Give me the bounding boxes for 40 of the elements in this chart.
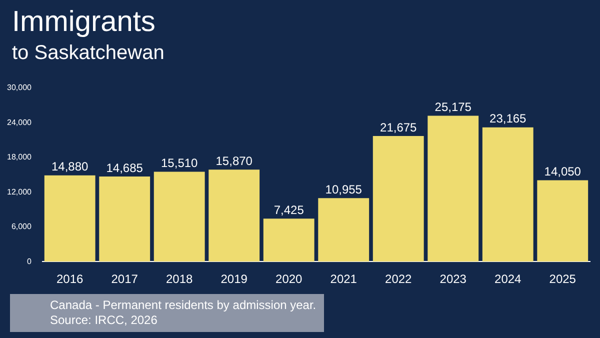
data-label: 10,955 [325, 182, 362, 196]
x-tick-label: 2023 [440, 272, 467, 286]
data-label: 25,175 [434, 100, 472, 114]
y-tick-label: 0 [27, 256, 32, 266]
x-tick-label: 2021 [330, 272, 358, 286]
bar [318, 198, 370, 262]
source-note: Source: IRCC, 2026 [50, 313, 158, 328]
x-tick-label: 2022 [385, 272, 412, 286]
data-label: 23,165 [490, 112, 527, 126]
x-tick-label: 2019 [220, 272, 248, 286]
bar [99, 176, 150, 262]
x-tick-label: 2016 [56, 272, 84, 286]
data-label: 21,675 [380, 120, 418, 134]
y-tick-label: 24,000 [7, 118, 32, 127]
data-label: 14,880 [51, 160, 89, 174]
chart-subtitle: to Saskatchewan [12, 42, 164, 65]
y-tick-label: 30,000 [7, 83, 32, 92]
bar [44, 175, 96, 262]
bar [208, 170, 260, 262]
x-tick-label: 2024 [494, 272, 522, 286]
data-label: 14,050 [544, 164, 582, 179]
data-label: 15,510 [161, 156, 198, 170]
bar [372, 136, 424, 262]
x-tick-label: 2018 [166, 272, 194, 286]
bar [263, 218, 314, 262]
data-label: 15,870 [216, 154, 253, 168]
data-label: 7,425 [274, 202, 304, 217]
x-tick-label: 2020 [276, 272, 303, 286]
bar [154, 172, 205, 262]
y-tick-label: 12,000 [7, 187, 32, 196]
data-label: 14,685 [106, 160, 144, 175]
x-tick-label: 2017 [111, 272, 138, 286]
bar [482, 127, 534, 262]
y-tick-label: 18,000 [7, 152, 32, 162]
chart-title: Immigrants [12, 6, 156, 39]
bar [428, 116, 479, 262]
bar [537, 180, 588, 262]
text: Canada - Permanent residents by admission year. [50, 298, 316, 313]
y-tick-label: 6,000 [11, 222, 32, 232]
x-tick-label: 2025 [549, 272, 576, 286]
